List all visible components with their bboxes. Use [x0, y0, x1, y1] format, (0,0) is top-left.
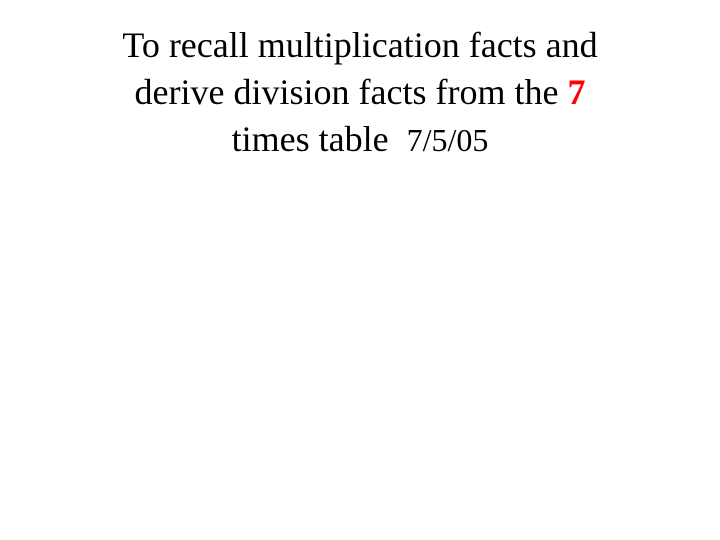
title-line-3-text: times table [232, 119, 389, 159]
title-line-2-prefix: derive division facts from the [135, 72, 568, 112]
slide: To recall multiplication facts and deriv… [0, 0, 720, 540]
title-line-3: times table 7/5/05 [50, 116, 670, 163]
title-block: To recall multiplication facts and deriv… [0, 22, 720, 162]
date-text: 7/5/05 [407, 122, 489, 158]
title-line-3-wrap: times table 7/5/05 [232, 116, 489, 163]
highlight-number: 7 [567, 72, 585, 112]
title-line-1: To recall multiplication facts and [50, 22, 670, 69]
title-line-2: derive division facts from the 7 [50, 69, 670, 116]
